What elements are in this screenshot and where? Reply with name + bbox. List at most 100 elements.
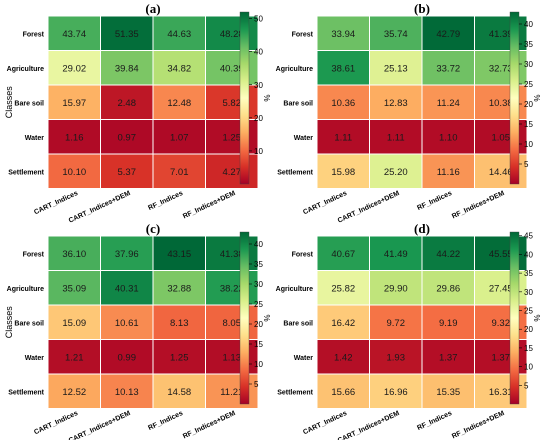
heatmap-cell (205, 270, 259, 306)
colorbar-tick-label: 5 (524, 381, 529, 390)
heatmap-cell (47, 339, 101, 375)
cell-value-label: 40.39 (220, 63, 244, 74)
cell-value-label: 1.05 (492, 132, 511, 143)
colorbar-tick-label: 20 (524, 100, 533, 109)
cell-value-label: 5.82 (223, 98, 242, 109)
row-tick-label: Bare soil (283, 320, 313, 327)
cell-value-label: 32.88 (167, 283, 191, 294)
cell-value-label: 8.13 (170, 318, 189, 329)
heatmap-cell (100, 373, 154, 409)
colorbar-tick-label: 25 (524, 307, 533, 316)
cell-value-label: 33.94 (331, 29, 355, 40)
cell-value-label: 39.84 (115, 63, 139, 74)
heatmap-panel-1: (a) 43.74 51.35 44.63 48.28 29.02 39.84 34.82 40… (4, 1, 272, 225)
heatmap-cell (205, 15, 259, 51)
cell-value-label: 15.97 (62, 98, 86, 109)
heatmap-cell (152, 153, 206, 189)
heatmap-cell (205, 84, 259, 120)
row-tick-label: Forest (23, 251, 45, 258)
cell-value-label: 1.11 (334, 132, 352, 143)
cell-value-label: 0.97 (118, 132, 137, 143)
cell-value-label: 14.58 (167, 387, 191, 398)
row-tick-label: Bare soil (14, 320, 44, 327)
heatmap-cell (100, 153, 154, 189)
heatmap-cell (47, 15, 101, 51)
cell-value-label: 10.38 (489, 98, 513, 109)
cell-value-label: 42.79 (436, 29, 460, 40)
heatmap-cell (316, 339, 370, 375)
cell-value-label: 29.90 (384, 283, 408, 294)
cell-value-label: 10.61 (115, 318, 139, 329)
row-tick-label: Settlement (8, 389, 44, 396)
colorbar-tick-label: 45 (524, 232, 533, 241)
colorbar (239, 231, 250, 405)
cell-value-label: 15.09 (62, 318, 86, 329)
row-tick-label: Water (294, 135, 313, 142)
heatmap-cell (316, 235, 370, 271)
panel-label: (a) (145, 1, 160, 16)
heatmap-panel-4: (d) 40.67 41.49 44.22 45.55 25.82 29.90 29.86 27… (276, 221, 542, 440)
cell-value-label: 12.52 (62, 387, 86, 398)
heatmap-cell (316, 15, 370, 51)
cell-value-label: 1.25 (223, 132, 242, 143)
column-tick-label: RF_Indices (147, 410, 184, 432)
colorbar-tick-label: 40 (254, 48, 263, 57)
colorbar-tick-label: 10 (524, 140, 533, 149)
colorbar-tick-label: 15 (524, 344, 533, 353)
column-tick-label: RF_Indices (416, 410, 453, 432)
cell-value-label: 38.22 (220, 283, 244, 294)
heatmap-cell (421, 304, 475, 340)
colorbar-tick-label: 10 (254, 147, 263, 156)
cell-value-label: 1.37 (439, 352, 458, 363)
cell-value-label: 12.83 (384, 98, 408, 109)
cell-value-label: 7.01 (170, 167, 189, 178)
colorbar-tick-label: 30 (254, 280, 263, 289)
heatmap-cell (152, 373, 206, 409)
row-tick-label: Water (25, 135, 44, 142)
cell-value-label: 15.66 (331, 387, 355, 398)
cell-value-label: 44.22 (436, 249, 460, 260)
colorbar-tick-label: 40 (524, 250, 533, 259)
cell-value-label: 10.36 (331, 98, 355, 109)
heatmap-cell (421, 119, 475, 155)
cell-value-label: 1.21 (65, 352, 84, 363)
colorbar-tick-label: 25 (254, 300, 263, 309)
cell-value-label: 41.49 (384, 249, 408, 260)
column-tick-label: CART_Indices (302, 410, 348, 436)
cell-value-label: 51.35 (115, 29, 139, 40)
column-tick-label: RF_Indices (147, 190, 184, 212)
heatmap-cell (100, 270, 154, 306)
colorbar-tick-label: 20 (254, 114, 263, 123)
cell-value-label: 11.16 (437, 167, 460, 178)
row-tick-label: Settlement (277, 389, 313, 396)
cell-value-label: 25.13 (384, 63, 408, 74)
cell-value-label: 16.96 (384, 387, 408, 398)
colorbar-unit-label: % (533, 94, 542, 101)
column-tick-label: RF_Indices+DEM (451, 410, 506, 440)
colorbar-tick-label: 10 (254, 360, 263, 369)
heatmap-cell (316, 50, 370, 86)
heatmap-panel-2: (b) 33.94 35.74 42.79 41.39 38.61 25.13 33.72 32… (276, 1, 542, 225)
row-tick-label: Agriculture (7, 66, 44, 73)
cell-value-label: 8.05 (223, 318, 242, 329)
heatmap-cell (152, 339, 206, 375)
y-axis-title: Classes (4, 306, 14, 339)
colorbar-tick-label: 15 (524, 120, 533, 129)
column-tick-label: RF_Indices (416, 190, 453, 212)
colorbar-tick-label: 40 (254, 240, 263, 249)
heatmap-cell (369, 153, 423, 189)
heatmap-cell (369, 50, 423, 86)
heatmap-cell (316, 84, 370, 120)
colorbar-tick-label: 40 (524, 20, 533, 29)
cell-value-label: 43.74 (62, 29, 86, 40)
heatmap-cell (205, 373, 259, 409)
cell-value-label: 1.37 (492, 352, 511, 363)
cell-value-label: 1.13 (223, 352, 242, 363)
cell-value-label: 12.48 (167, 98, 191, 109)
cell-value-label: 9.72 (387, 318, 406, 329)
colorbar-tick-label: 30 (254, 81, 263, 90)
heatmap-panel-3: (c) 36.10 37.96 43.15 41.38 35.09 40.31 32.88 38… (4, 221, 272, 440)
row-tick-label: Bare soil (14, 100, 44, 107)
cell-value-label: 16.31 (489, 387, 513, 398)
colorbar (239, 11, 250, 185)
